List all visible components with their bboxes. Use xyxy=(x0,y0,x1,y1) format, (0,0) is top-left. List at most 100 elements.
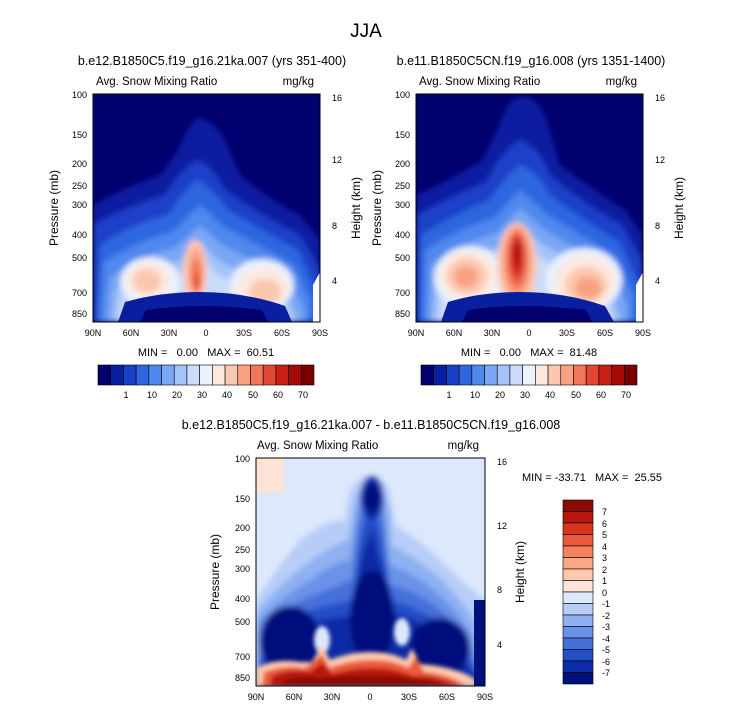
panel-2-y-ticks: 100 150 200 250 300 400 500 700 850 xyxy=(395,90,410,319)
y-tick: 400 xyxy=(395,230,410,240)
x-tick: 90N xyxy=(248,692,265,702)
x-tick: 60N xyxy=(286,692,303,702)
y-right-tick: 16 xyxy=(497,457,507,467)
colorbar-box xyxy=(135,364,150,386)
colorbar-box xyxy=(562,637,594,650)
panel-2-frame xyxy=(415,93,644,323)
y-right-tick: 4 xyxy=(497,640,502,650)
y-right-tick: 8 xyxy=(497,585,502,595)
colorbar-box xyxy=(562,511,594,524)
colorbar-box xyxy=(97,364,112,386)
colorbar-box xyxy=(186,364,200,386)
panel-1-ylabel-right: Height (km) xyxy=(349,177,363,239)
x-tick: 60S xyxy=(597,328,613,338)
colorbar-box xyxy=(562,672,594,685)
colorbar-label: 40 xyxy=(222,390,232,400)
panel-1-y-ticks: 100 150 200 250 300 400 500 700 850 xyxy=(72,90,87,319)
panel-1-stats: MIN = 0.00 MAX = 60.51 xyxy=(138,347,274,359)
colorbar-box xyxy=(562,649,594,662)
x-tick: 90S xyxy=(477,692,493,702)
colorbar-label: -1 xyxy=(602,599,610,609)
colorbar-label: 70 xyxy=(298,390,308,400)
panel-1-ylabel: Pressure (mb) xyxy=(47,170,61,246)
panel-3-ylabel-right: Height (km) xyxy=(513,541,527,603)
colorbar-label: -4 xyxy=(602,634,610,644)
panel-1-title: b.e12.B1850C5.f19_g16.21ka.007 (yrs 351-… xyxy=(78,54,346,68)
panel-1-units-label: mg/kg xyxy=(283,76,314,88)
colorbar-box xyxy=(123,364,137,386)
colorbar-label: 3 xyxy=(602,553,607,563)
colorbar-box xyxy=(562,626,594,639)
x-tick: 60N xyxy=(446,328,463,338)
colorbar-label: 20 xyxy=(495,390,505,400)
x-tick: 30S xyxy=(401,692,417,702)
y-tick: 150 xyxy=(72,130,87,140)
panel-3-x-ticks: 90N 60N 30N 0 30S 60S 90S xyxy=(248,692,493,702)
x-tick: 30S xyxy=(559,328,575,338)
y-tick: 100 xyxy=(235,454,250,464)
y-tick: 150 xyxy=(395,130,410,140)
colorbar-box xyxy=(562,557,594,570)
colorbar-label: -7 xyxy=(602,668,610,678)
colorbar-label: -5 xyxy=(602,645,610,655)
panel-1: b.e12.B1850C5.f19_g16.21ka.007 (yrs 351-… xyxy=(47,54,363,400)
colorbar-box xyxy=(250,364,264,386)
colorbar-box xyxy=(433,364,447,386)
panel-2-colorbar-labels: 1 10 20 30 40 50 60 70 xyxy=(446,390,631,400)
colorbar-box xyxy=(623,364,638,386)
colorbar-box xyxy=(458,364,473,386)
x-tick: 60S xyxy=(439,692,455,702)
panel-2-ylabel-right: Height (km) xyxy=(672,177,686,239)
panel-2-colorbar: 1 10 20 30 40 50 60 70 xyxy=(420,364,638,400)
y-right-tick: 4 xyxy=(332,276,337,286)
colorbar-box xyxy=(535,364,549,386)
colorbar-box xyxy=(562,591,594,604)
y-right-tick: 8 xyxy=(332,221,337,231)
panel-3-left-label: Avg. Snow Mixing Ratio xyxy=(257,440,378,452)
colorbar-box xyxy=(300,364,315,386)
panel-3-field xyxy=(256,458,485,686)
colorbar-box xyxy=(173,364,188,386)
y-tick: 300 xyxy=(72,200,87,210)
panel-1-colorbar-boxes xyxy=(97,364,315,386)
colorbar-label: 30 xyxy=(197,390,207,400)
colorbar-label: 1 xyxy=(123,390,128,400)
figure-title: JJA xyxy=(350,21,382,42)
y-tick: 500 xyxy=(395,253,410,263)
colorbar-box xyxy=(288,364,302,386)
y-tick: 100 xyxy=(395,90,410,100)
colorbar-box xyxy=(585,364,600,386)
colorbar-label: -2 xyxy=(602,611,610,621)
panel-1-field xyxy=(93,94,320,322)
panel-2-colorbar-boxes xyxy=(420,364,638,386)
panel-1-colorbar-labels: 1 10 20 30 40 50 60 70 xyxy=(123,390,308,400)
panel-1-x-ticks: 90N 60N 30N 0 30S 60S 90S xyxy=(85,328,328,338)
colorbar-box xyxy=(560,364,574,386)
y-tick: 200 xyxy=(395,159,410,169)
x-tick: 0 xyxy=(367,692,372,702)
colorbar-box xyxy=(562,580,594,593)
panel-2-y-right-ticks: 4 8 12 16 xyxy=(655,93,665,286)
panel-2: b.e11.B1850C5CN.f19_g16.008 (yrs 1351-14… xyxy=(370,54,686,400)
x-tick: 90N xyxy=(85,328,102,338)
colorbar-label: 10 xyxy=(470,390,480,400)
colorbar-label: 60 xyxy=(273,390,283,400)
colorbar-label: 5 xyxy=(602,530,607,540)
colorbar-box xyxy=(522,364,536,386)
colorbar-label: 0 xyxy=(602,588,607,598)
y-tick: 400 xyxy=(235,594,250,604)
panel-2-field xyxy=(416,94,643,322)
colorbar-label: 1 xyxy=(446,390,451,400)
y-right-tick: 12 xyxy=(497,521,507,531)
colorbar-box xyxy=(224,364,239,386)
colorbar-box xyxy=(562,568,594,581)
x-tick: 90N xyxy=(408,328,425,338)
y-tick: 250 xyxy=(235,545,250,555)
colorbar-box xyxy=(611,364,625,386)
y-right-tick: 12 xyxy=(655,155,665,165)
panel-1-frame xyxy=(92,93,321,323)
colorbar-box xyxy=(148,364,162,386)
colorbar-box xyxy=(484,364,498,386)
panel-2-stats: MIN = 0.00 MAX = 81.48 xyxy=(461,347,597,359)
colorbar-label: 6 xyxy=(602,519,607,529)
